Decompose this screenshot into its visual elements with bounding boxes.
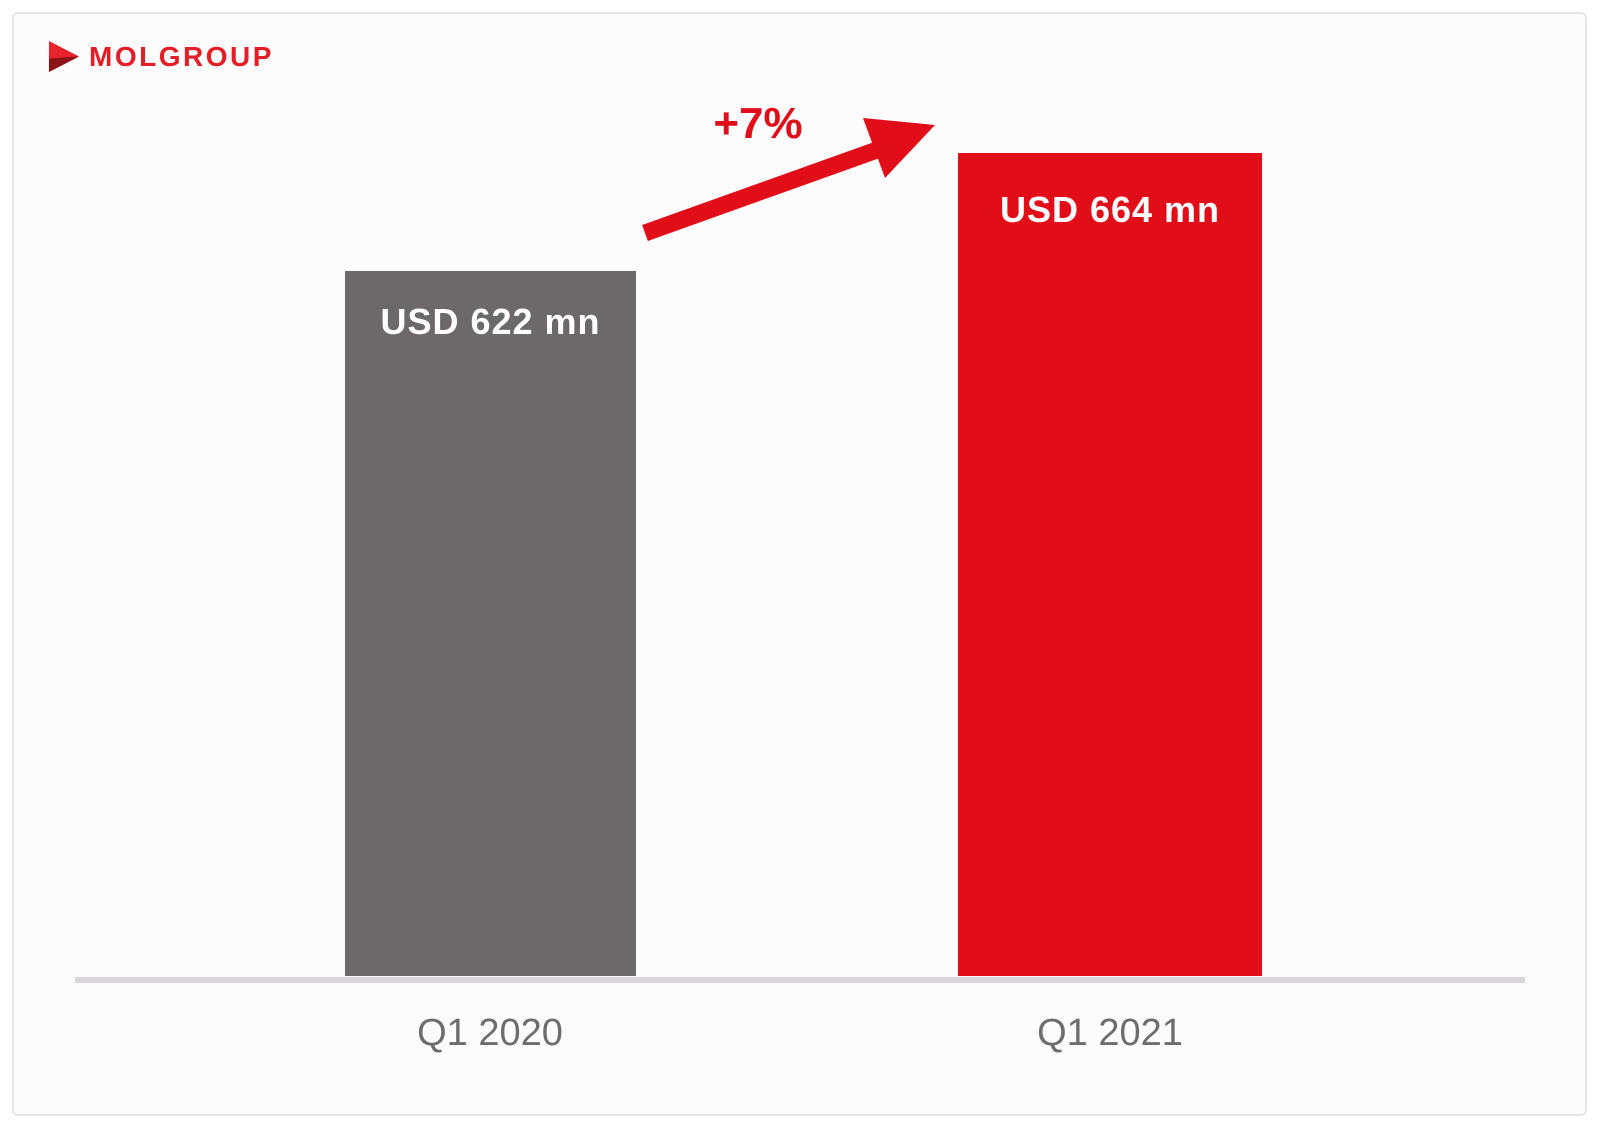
growth-arrow-icon — [642, 118, 935, 242]
slide-frame — [12, 12, 1587, 1116]
bar-value-label-q1-2021: USD 664 mn — [999, 189, 1221, 230]
molgroup-logo-text: MOLGROUP — [89, 41, 274, 72]
molgroup-logo: MOLGROUP — [48, 40, 274, 73]
molgroup-logo-triangle-icon — [48, 40, 80, 73]
bar-q1-2020: USD 622 mn — [345, 271, 636, 976]
growth-percentage-label: +7% — [713, 99, 803, 148]
x-axis-baseline — [75, 977, 1525, 983]
x-axis-label-q1-2021: Q1 2021 — [1037, 1012, 1183, 1054]
bar-q1-2021: USD 664 mn — [958, 153, 1262, 976]
bar-value-label-q1-2020: USD 622 mn — [380, 301, 601, 342]
x-axis-label-q1-2020: Q1 2020 — [417, 1012, 563, 1054]
